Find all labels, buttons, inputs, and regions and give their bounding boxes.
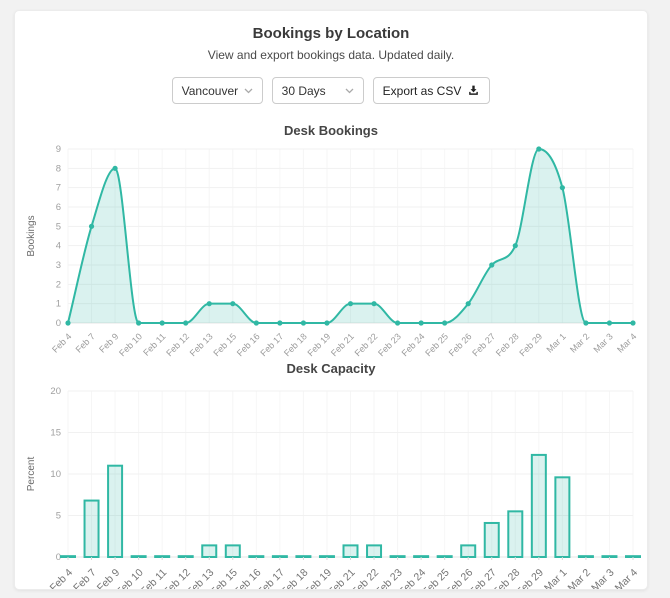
svg-text:5: 5 xyxy=(56,511,61,522)
svg-text:Feb 18: Feb 18 xyxy=(282,331,309,358)
page-title: Bookings by Location xyxy=(252,25,410,42)
range-select[interactable]: 30 Days xyxy=(271,77,364,104)
svg-text:20: 20 xyxy=(50,386,61,397)
svg-text:3: 3 xyxy=(56,260,61,271)
svg-text:Feb 19: Feb 19 xyxy=(305,331,332,358)
svg-text:Feb 26: Feb 26 xyxy=(447,331,474,358)
svg-text:Mar 2: Mar 2 xyxy=(568,331,591,354)
svg-text:Feb 13: Feb 13 xyxy=(188,331,215,358)
bookings-card: Bookings by Location View and export boo… xyxy=(14,10,648,590)
svg-text:8: 8 xyxy=(56,163,61,174)
svg-text:Feb 7: Feb 7 xyxy=(74,331,97,354)
svg-text:1: 1 xyxy=(56,299,61,310)
svg-text:Feb 25: Feb 25 xyxy=(423,331,450,358)
svg-text:4: 4 xyxy=(56,241,61,252)
svg-text:Mar 4: Mar 4 xyxy=(615,331,638,354)
export-csv-label: Export as CSV xyxy=(382,83,462,98)
chart-title-desk-capacity: Desk Capacity xyxy=(286,361,376,376)
svg-text:Feb 29: Feb 29 xyxy=(517,331,544,358)
svg-text:7: 7 xyxy=(56,183,61,194)
svg-text:Feb 12: Feb 12 xyxy=(164,331,191,358)
chevron-down-icon xyxy=(244,88,253,94)
svg-text:Feb 4: Feb 4 xyxy=(50,331,73,354)
svg-text:Feb 15: Feb 15 xyxy=(211,331,238,358)
svg-text:9: 9 xyxy=(56,144,61,155)
range-select-value: 30 Days xyxy=(281,83,326,98)
svg-text:Mar 3: Mar 3 xyxy=(592,331,615,354)
svg-text:15: 15 xyxy=(50,428,61,439)
svg-text:2: 2 xyxy=(56,279,61,290)
svg-text:Percent: Percent xyxy=(26,457,37,492)
svg-text:Feb 21: Feb 21 xyxy=(329,331,356,358)
svg-text:Feb 28: Feb 28 xyxy=(494,331,521,358)
svg-text:Feb 11: Feb 11 xyxy=(141,331,167,357)
chart-title-desk-bookings: Desk Bookings xyxy=(284,123,378,138)
location-select-value: Vancouver xyxy=(181,83,239,98)
svg-text:Bookings: Bookings xyxy=(26,215,37,256)
svg-text:Feb 10: Feb 10 xyxy=(117,331,144,358)
svg-text:0: 0 xyxy=(56,552,61,563)
svg-text:0: 0 xyxy=(56,318,61,329)
svg-text:Mar 1: Mar 1 xyxy=(544,331,567,354)
download-icon xyxy=(467,84,480,97)
svg-text:Feb 17: Feb 17 xyxy=(258,331,285,358)
export-csv-button[interactable]: Export as CSV xyxy=(372,77,491,104)
chevron-down-icon xyxy=(345,88,354,94)
svg-text:Feb 27: Feb 27 xyxy=(470,331,497,358)
svg-text:6: 6 xyxy=(56,202,61,213)
controls-row: Vancouver 30 Days Export as CSV xyxy=(15,77,647,104)
svg-text:Feb 22: Feb 22 xyxy=(353,331,380,358)
location-select[interactable]: Vancouver xyxy=(171,77,263,104)
svg-text:Mar 4: Mar 4 xyxy=(613,567,641,589)
svg-text:Feb 16: Feb 16 xyxy=(235,331,262,358)
svg-text:Feb 23: Feb 23 xyxy=(376,331,403,358)
svg-text:Feb 24: Feb 24 xyxy=(400,331,427,358)
svg-text:5: 5 xyxy=(56,221,61,232)
page-subtitle: View and export bookings data. Updated d… xyxy=(207,48,455,62)
svg-text:10: 10 xyxy=(50,469,61,480)
